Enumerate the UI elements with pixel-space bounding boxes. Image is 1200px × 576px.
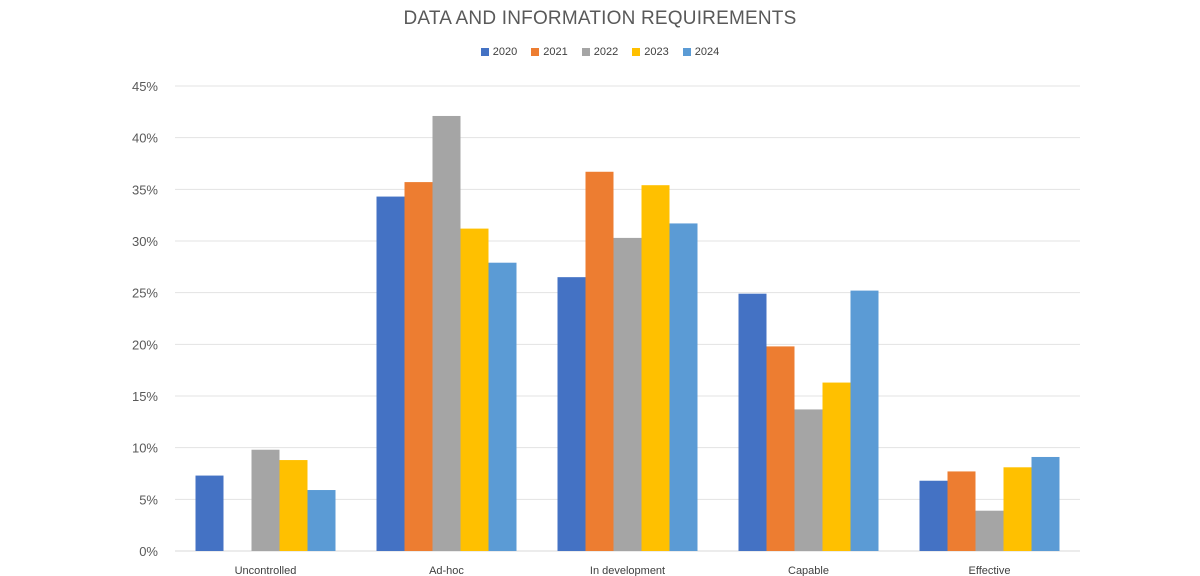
legend-label: 2022 (593, 46, 619, 58)
y-tick-label: 35% (132, 182, 158, 197)
y-tick-label: 45% (132, 79, 158, 94)
y-tick-label: 10% (132, 441, 158, 456)
x-category-label: In development (590, 565, 665, 576)
bar-2023-in-development (641, 185, 670, 551)
legend-label: 2023 (644, 46, 669, 58)
bar-2023-effective (1003, 467, 1032, 551)
legend-swatch (581, 48, 590, 56)
bar-2023-ad-hoc (460, 228, 489, 551)
bar-2024-in-development (669, 223, 698, 551)
y-tick-label: 40% (132, 131, 158, 146)
y-tick-label: 15% (132, 389, 158, 404)
x-category-label: Ad-hoc (429, 565, 464, 576)
y-tick-label: 20% (132, 337, 158, 352)
y-tick-label: 0% (139, 544, 158, 559)
bar-2023-capable (822, 382, 851, 551)
bar-2021-effective (947, 471, 976, 551)
bar-2024-uncontrolled (307, 490, 336, 551)
bar-2021-capable (766, 346, 795, 551)
bar-2023-uncontrolled (279, 460, 308, 551)
legend-label: 2021 (543, 46, 568, 58)
legend-item-2023: 2023 (632, 46, 669, 58)
bar-2022-uncontrolled (251, 449, 280, 551)
legend-swatch (682, 48, 691, 56)
y-tick-label: 5% (139, 492, 158, 507)
legend-label: 2020 (492, 46, 518, 58)
bar-2024-ad-hoc (488, 262, 517, 551)
bar-2024-capable (850, 290, 879, 551)
legend-item-2024: 2024 (682, 46, 720, 58)
y-tick-label: 25% (132, 286, 158, 301)
bar-2020-uncontrolled (195, 475, 224, 551)
bar-2020-ad-hoc (376, 196, 405, 552)
bar-2021-in-development (585, 171, 614, 551)
x-category-label: Effective (969, 565, 1011, 576)
y-tick-label: 30% (132, 234, 158, 249)
bar-2022-in-development (613, 237, 642, 551)
chart-title: DATA AND INFORMATION REQUIREMENTS (403, 8, 797, 29)
legend-label: 2024 (694, 46, 720, 58)
chart-legend: 2020 2021 2022 2023 2024 (0, 46, 1200, 58)
x-category-label: Capable (788, 565, 829, 576)
legend-swatch (480, 48, 489, 56)
bar-2020-capable (738, 293, 767, 551)
bar-2022-ad-hoc (432, 115, 461, 551)
bar-2022-effective (975, 510, 1004, 551)
legend-swatch (531, 48, 540, 56)
bar-2020-in-development (557, 277, 586, 551)
x-category-label: Uncontrolled (235, 565, 297, 576)
bar-2024-effective (1031, 456, 1060, 551)
legend-item-2021: 2021 (531, 46, 568, 58)
legend-swatch (632, 48, 641, 56)
legend-item-2022: 2022 (581, 46, 619, 58)
bar-2021-ad-hoc (404, 182, 433, 551)
legend-item-2020: 2020 (480, 46, 518, 58)
bar-2022-capable (794, 409, 823, 551)
bar-2020-effective (919, 480, 948, 551)
